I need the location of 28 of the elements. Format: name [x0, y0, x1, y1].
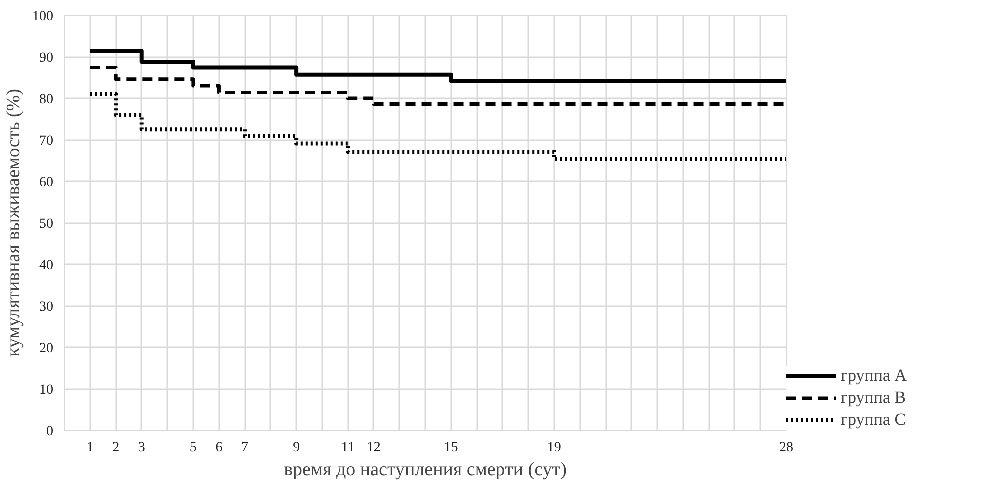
x-axis-title: время до наступления смерти (сут)	[284, 460, 567, 480]
x-tick-label: 5	[190, 440, 197, 456]
x-tick-label: 28	[780, 440, 794, 456]
x-tick-label: 7	[242, 440, 248, 456]
legend-label: группа C	[841, 410, 906, 430]
x-tick-label: 11	[341, 440, 355, 456]
y-tick-label: 40	[40, 258, 54, 274]
y-tick-label: 0	[46, 424, 54, 440]
y-tick-label: 10	[40, 383, 54, 398]
legend-label: группа B	[841, 388, 906, 408]
y-tick-label: 30	[40, 300, 54, 315]
y-tick-label: 90	[40, 51, 54, 66]
y-axis-title: кумулятивная выживаемость (%)	[4, 89, 24, 357]
y-tick-label: 80	[40, 92, 54, 108]
y-tick-label: 70	[40, 134, 54, 149]
x-tick-label: 2	[112, 440, 120, 456]
y-tick-label: 100	[32, 10, 54, 24]
x-tick-label: 1	[86, 440, 94, 456]
x-tick-label: 6	[216, 440, 223, 456]
x-tick-label: 9	[293, 440, 300, 456]
y-tick-label: 20	[40, 342, 54, 356]
x-tick-label: 3	[138, 440, 146, 456]
x-tick-label: 15	[444, 440, 458, 456]
x-tick-label: 12	[366, 440, 381, 456]
y-tick-label: 60	[40, 176, 54, 190]
y-tick-label: 50	[40, 217, 54, 232]
x-tick-label: 19	[547, 440, 562, 456]
legend-label: группа A	[841, 366, 908, 386]
